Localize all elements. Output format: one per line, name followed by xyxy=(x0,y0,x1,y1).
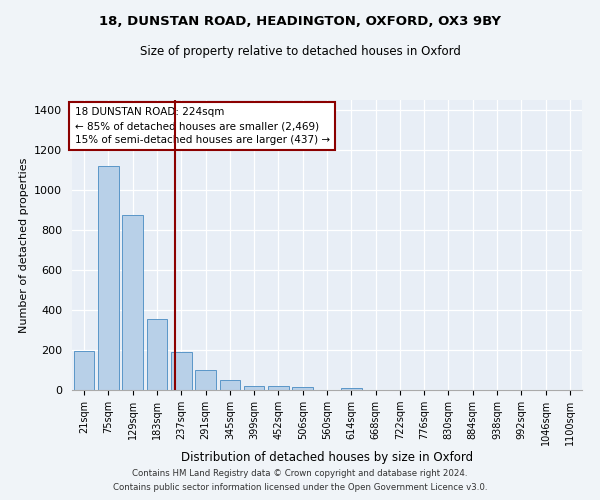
Bar xyxy=(195,370,216,390)
Bar xyxy=(341,388,362,390)
Bar xyxy=(220,380,240,390)
Bar xyxy=(98,166,119,390)
Bar xyxy=(244,386,265,390)
Bar xyxy=(268,386,289,390)
X-axis label: Distribution of detached houses by size in Oxford: Distribution of detached houses by size … xyxy=(181,450,473,464)
Text: Contains public sector information licensed under the Open Government Licence v3: Contains public sector information licen… xyxy=(113,484,487,492)
Bar xyxy=(146,319,167,390)
Bar xyxy=(292,387,313,390)
Text: Size of property relative to detached houses in Oxford: Size of property relative to detached ho… xyxy=(140,45,460,58)
Text: 18 DUNSTAN ROAD: 224sqm
← 85% of detached houses are smaller (2,469)
15% of semi: 18 DUNSTAN ROAD: 224sqm ← 85% of detache… xyxy=(74,108,329,146)
Text: Contains HM Land Registry data © Crown copyright and database right 2024.: Contains HM Land Registry data © Crown c… xyxy=(132,468,468,477)
Bar xyxy=(74,351,94,390)
Bar xyxy=(171,352,191,390)
Y-axis label: Number of detached properties: Number of detached properties xyxy=(19,158,29,332)
Bar xyxy=(122,215,143,390)
Text: 18, DUNSTAN ROAD, HEADINGTON, OXFORD, OX3 9BY: 18, DUNSTAN ROAD, HEADINGTON, OXFORD, OX… xyxy=(99,15,501,28)
